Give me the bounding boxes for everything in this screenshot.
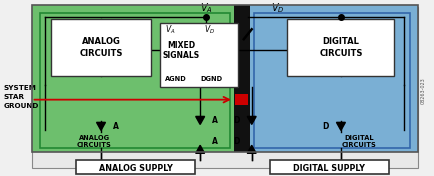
Bar — [269, 160, 388, 174]
Polygon shape — [247, 145, 256, 153]
Text: $V_A$: $V_A$ — [199, 2, 212, 15]
Polygon shape — [195, 145, 204, 153]
Text: D: D — [322, 122, 328, 131]
Text: DIGITAL: DIGITAL — [343, 135, 373, 141]
Bar — [32, 5, 239, 152]
Bar — [247, 5, 418, 152]
Text: DIGITAL
CIRCUITS: DIGITAL CIRCUITS — [319, 37, 362, 58]
Text: ANALOG: ANALOG — [78, 135, 109, 141]
Polygon shape — [96, 122, 105, 130]
Text: $V_D$: $V_D$ — [270, 2, 283, 15]
Bar — [39, 13, 229, 148]
Text: D: D — [233, 116, 239, 125]
Text: $V_D$: $V_D$ — [204, 23, 215, 36]
Text: GROUND: GROUND — [4, 103, 39, 109]
Bar — [160, 23, 237, 87]
Text: 08263-023: 08263-023 — [420, 77, 425, 104]
Text: A: A — [211, 116, 217, 125]
Text: CIRCUITS: CIRCUITS — [76, 142, 111, 148]
Bar — [253, 13, 409, 148]
Bar — [32, 5, 418, 152]
Bar — [287, 19, 394, 76]
Text: DIGITAL SUPPLY: DIGITAL SUPPLY — [293, 164, 364, 173]
Bar — [51, 19, 150, 76]
Text: SYSTEM: SYSTEM — [4, 85, 36, 91]
Text: D: D — [233, 137, 239, 146]
Text: SIGNALS: SIGNALS — [162, 51, 199, 59]
Text: ANALOG
CIRCUITS: ANALOG CIRCUITS — [79, 37, 122, 58]
Polygon shape — [247, 116, 256, 124]
Text: AGND: AGND — [165, 76, 187, 82]
Text: MIXED: MIXED — [167, 41, 195, 50]
Bar — [234, 94, 247, 105]
Text: ANALOG SUPPLY: ANALOG SUPPLY — [99, 164, 172, 173]
Text: CIRCUITS: CIRCUITS — [341, 142, 375, 148]
Text: $V_A$: $V_A$ — [165, 23, 176, 36]
Text: A: A — [211, 137, 217, 146]
Bar — [233, 5, 249, 152]
Text: STAR: STAR — [4, 94, 25, 100]
Bar — [32, 7, 418, 168]
Text: DGND: DGND — [200, 76, 222, 82]
Polygon shape — [195, 116, 204, 124]
Text: A: A — [113, 122, 118, 131]
Bar — [76, 160, 195, 174]
Polygon shape — [335, 122, 345, 130]
